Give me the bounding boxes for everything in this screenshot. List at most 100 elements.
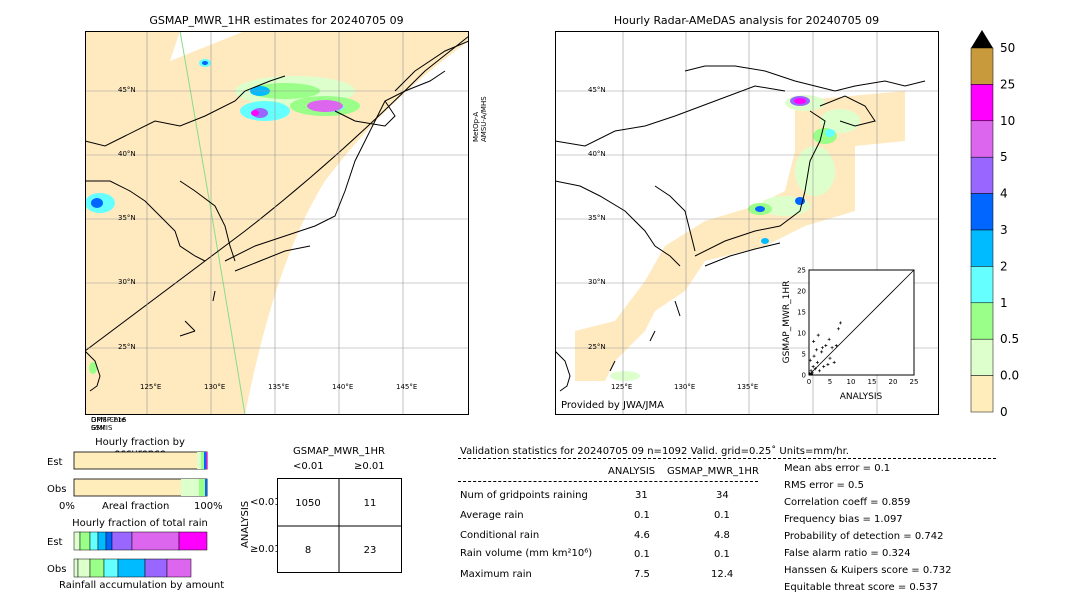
scatter-point	[820, 350, 824, 354]
scatter-ytick: 10	[797, 330, 806, 338]
score-line: False alarm ratio = 0.324	[784, 548, 911, 559]
scatter-point	[813, 367, 817, 371]
right-map-title: Hourly Radar-AMeDAS analysis for 2024070…	[613, 14, 880, 27]
contingency-cell: 23	[364, 545, 377, 556]
scatter-point	[818, 369, 821, 373]
stat-label: Average rain	[460, 510, 524, 521]
validation-divider	[458, 458, 996, 459]
colorbar-label: 3	[1000, 223, 1008, 237]
scatter-xtick: 5	[828, 378, 832, 386]
score-line: Hanssen & Kuipers score = 0.732	[784, 565, 952, 576]
validation-col-gsmap: GSMAP_MWR_1HR	[667, 466, 759, 477]
scatter-point	[812, 339, 816, 343]
scatter-point	[811, 365, 815, 369]
scatter-point	[809, 369, 813, 373]
colorbar-label: 1	[1000, 296, 1008, 310]
scatter-point	[830, 346, 834, 350]
colorbar-swatch	[970, 47, 994, 85]
colorbar-label: 0.5	[1000, 332, 1019, 346]
scatter-points	[808, 321, 842, 376]
stat-label: Maximum rain	[460, 569, 532, 580]
occurrence-row-obs: Obs	[47, 484, 67, 495]
stat-gsmap: 0.1	[714, 549, 730, 560]
colorbar-swatch	[970, 302, 994, 340]
contingency-cell: 8	[305, 545, 311, 556]
stat-gsmap: 4.8	[714, 530, 730, 541]
scatter-point	[836, 327, 840, 331]
stat-analysis: 7.5	[634, 569, 650, 580]
contingency-col-lt: <0.01	[293, 461, 324, 472]
left-corner-labels: GPM-Core DMSP-F16 GMI SSMIS	[91, 416, 127, 432]
scatter-ylabel: GSMAP_MWR_1HR	[782, 281, 792, 364]
occurrence-bars	[73, 451, 208, 497]
scatter-point	[832, 360, 836, 364]
left-lon-label: 135°E	[268, 383, 289, 391]
colorbar-label: 50	[1000, 41, 1015, 55]
score-line: RMS error = 0.5	[784, 480, 864, 491]
total-rain-bars	[73, 531, 208, 578]
stat-analysis: 31	[635, 490, 648, 501]
right-lon-label: 125°E	[611, 383, 632, 391]
colorbar-swatch	[970, 156, 994, 194]
scatter-ytick: 15	[797, 309, 806, 317]
scatter-point	[820, 346, 824, 350]
stat-gsmap: 12.4	[711, 569, 734, 580]
scatter-point	[827, 337, 831, 341]
right-lat-label: 40°N	[588, 150, 606, 158]
contingency-table: 1050 11 8 23	[277, 478, 402, 573]
scatter-point	[826, 363, 830, 366]
scatter-point	[808, 372, 812, 376]
scatter-point	[815, 348, 819, 352]
right-lat-label: 25°N	[588, 343, 606, 351]
scatter-xtick: 25	[910, 378, 919, 386]
scatter-point	[839, 321, 842, 325]
scatter-ytick: 0	[802, 372, 806, 380]
scatter-point	[815, 360, 819, 364]
scatter-xtick: 15	[868, 378, 877, 386]
colorbar-swatch	[970, 193, 994, 231]
left-lon-label: 140°E	[332, 383, 353, 391]
total-rain-footer: Rainfall accumulation by amount	[59, 580, 225, 591]
left-lon-label: 130°E	[204, 383, 225, 391]
scatter-xtick: 20	[889, 378, 898, 386]
stat-label: Rain volume (mm km²10⁶)	[460, 548, 593, 559]
colorbar-label: 4	[1000, 187, 1008, 201]
left-map-title: GSMAP_MWR_1HR estimates for 20240705 09	[149, 14, 404, 27]
colorbar-swatch	[970, 229, 994, 267]
stat-label: Conditional rain	[460, 530, 540, 541]
contingency-row-lt: <0.01	[250, 497, 281, 508]
scatter-point	[810, 372, 814, 376]
occurrence-axis-right: 100%	[194, 501, 223, 512]
scatter-point	[822, 365, 826, 369]
colorbar-label: 0	[1000, 405, 1008, 418]
right-lat-label: 35°N	[588, 214, 606, 222]
left-lat-label: 45°N	[118, 86, 136, 94]
total-rain-row-obs: Obs	[47, 564, 67, 575]
left-lat-label: 40°N	[118, 150, 136, 158]
scatter-ytick: 5	[802, 351, 806, 359]
colorbar-swatch	[970, 338, 994, 376]
scatter-point	[834, 344, 838, 348]
score-line: Equitable threat score = 0.537	[784, 582, 939, 593]
score-line: Probability of detection = 0.742	[784, 531, 944, 542]
right-lat-label: 30°N	[588, 278, 606, 286]
scatter-xlabel: ANALYSIS	[840, 392, 883, 402]
left-lat-label: 25°N	[118, 343, 136, 351]
right-lat-label: 45°N	[588, 86, 606, 94]
scatter-ytick: 20	[797, 288, 806, 296]
colorbar-label: 0.01	[1000, 369, 1020, 383]
total-rain-title: Hourly fraction of total rain	[72, 518, 208, 529]
satellite-label: MetOp-A AMSU-A/MHS	[472, 96, 488, 142]
scatter-point	[828, 356, 832, 360]
scatter-xtick: 0	[807, 378, 811, 386]
colorbar-swatch	[970, 120, 994, 158]
contingency-title: GSMAP_MWR_1HR	[293, 446, 385, 457]
colorbar-label: 25	[1000, 77, 1015, 91]
occurrence-row-est: Est	[47, 457, 63, 468]
scatter-ytick: 25	[797, 267, 806, 275]
stat-analysis: 0.1	[634, 510, 650, 521]
left-map: 45°N 40°N 35°N 30°N 25°N 125°E 130°E 135…	[85, 31, 469, 415]
colorbar-swatch	[970, 375, 994, 413]
left-lon-label: 145°E	[396, 383, 417, 391]
contingency-col-ge: ≥0.01	[354, 461, 385, 472]
